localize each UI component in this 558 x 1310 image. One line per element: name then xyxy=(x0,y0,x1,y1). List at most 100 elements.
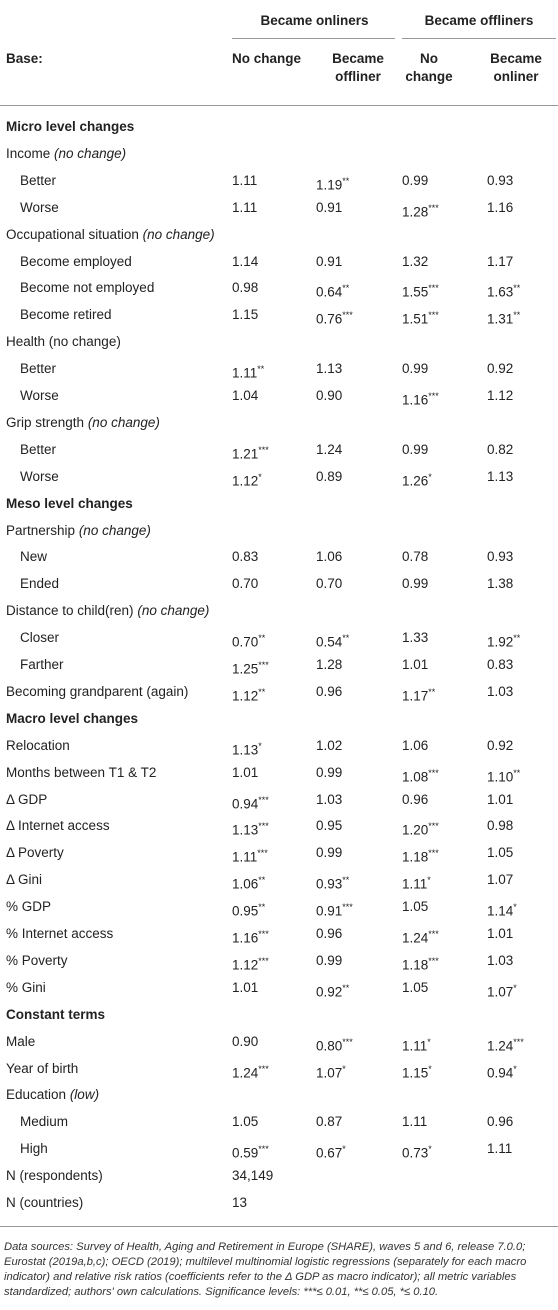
group-label: % Poverty xyxy=(6,952,68,970)
cell: 0.67* xyxy=(316,1144,346,1161)
row-label: Meso level changes xyxy=(6,495,133,511)
row-label: Worse xyxy=(20,199,59,215)
cell: 0.90 xyxy=(232,1033,259,1049)
item-label: Become not employed xyxy=(20,279,154,297)
cell: 1.05 xyxy=(402,899,429,915)
cell: 1.28 xyxy=(316,657,343,672)
cell: 1.11 xyxy=(232,172,258,188)
group-label: Year of birth xyxy=(6,1060,78,1078)
cell: 1.06 xyxy=(402,737,429,753)
cell: 0.93** xyxy=(316,875,350,892)
row-label: High xyxy=(20,1141,48,1157)
cell: 1.38 xyxy=(487,576,514,592)
cell: 0.90 xyxy=(316,388,343,403)
cell: 1.31** xyxy=(487,310,521,327)
cell: 1.21*** xyxy=(232,444,269,462)
cell: 34,149 xyxy=(232,1168,274,1184)
cell: 0.99 xyxy=(402,441,429,457)
cell: 1.13*** xyxy=(232,821,269,838)
item-label: Worse xyxy=(20,199,59,217)
row-note: (no change) xyxy=(87,414,160,430)
cell: 0.96 xyxy=(316,683,343,699)
row-label: Ended xyxy=(20,576,60,592)
row-label: Health (no change) xyxy=(6,334,121,350)
column-header: No change xyxy=(405,51,453,84)
cell: 0.93 xyxy=(487,172,514,188)
row-label: Relocation xyxy=(6,737,70,753)
row-label: Δ GDP xyxy=(6,791,48,807)
cell: 1.11* xyxy=(402,875,431,892)
row-label: Education xyxy=(6,1087,67,1103)
cell: 0.96 xyxy=(487,1114,514,1130)
group-label: Male xyxy=(6,1033,35,1051)
section-label: Macro level changes xyxy=(6,710,138,728)
row-label: Micro level changes xyxy=(6,119,135,134)
row-label: Better xyxy=(20,361,57,377)
cell: 1.18*** xyxy=(402,848,439,865)
group-label: Δ GDP xyxy=(6,791,47,809)
group-label: Months between T1 & T2 xyxy=(6,764,156,782)
cell: 1.10** xyxy=(487,767,521,785)
cell: 0.99 xyxy=(402,361,429,377)
cell: 0.91 xyxy=(316,253,343,269)
cell: 0.64** xyxy=(316,283,350,300)
cell: 1.16*** xyxy=(232,929,269,946)
cell: 0.99 xyxy=(316,764,343,780)
cell: 1.16 xyxy=(487,199,514,215)
row-label: Better xyxy=(20,172,57,188)
cell: 1.03 xyxy=(316,791,343,807)
row-label: % Poverty xyxy=(6,952,68,968)
row-label: Farther xyxy=(20,657,64,672)
group-label: Δ Poverty xyxy=(6,844,64,862)
group-label: % GDP xyxy=(6,898,51,916)
cell: 1.28*** xyxy=(402,202,439,220)
row-note: (no change) xyxy=(54,145,127,161)
row-label: Becoming grandparent (again) xyxy=(6,683,189,699)
cell: 1.26* xyxy=(402,471,432,489)
group-label: Education (low) xyxy=(6,1086,99,1104)
row-label: Constant terms xyxy=(6,1006,106,1022)
cell: 0.98 xyxy=(232,280,259,296)
cell: 0.83 xyxy=(232,549,259,565)
cell: 0.80*** xyxy=(316,1036,353,1054)
cell: 1.11*** xyxy=(232,848,268,865)
group-label: Occupational situation (no change) xyxy=(6,226,215,244)
cell: 1.11* xyxy=(402,1036,431,1054)
item-label: Closer xyxy=(20,629,59,647)
row-label: N (countries) xyxy=(6,1195,84,1210)
group-label: Distance to child(ren) (no change) xyxy=(6,602,209,620)
cell: 0.94*** xyxy=(232,794,269,812)
cell: 1.02 xyxy=(316,737,343,753)
row-label: Year of birth xyxy=(6,1060,79,1076)
group-label: % Internet access xyxy=(6,925,113,943)
cell: 13 xyxy=(232,1195,248,1210)
cell: 1.07* xyxy=(487,982,517,1000)
row-label: Grip strength xyxy=(6,414,85,430)
cell: 0.73* xyxy=(402,1144,432,1161)
item-label: Worse xyxy=(20,468,59,486)
section-label: Micro level changes xyxy=(6,118,134,136)
row-label: % GDP xyxy=(6,899,52,915)
row-label: Partnership xyxy=(6,522,76,538)
item-label: Better xyxy=(20,441,56,459)
cell: 1.20*** xyxy=(402,821,439,838)
cell: 1.01 xyxy=(487,926,514,941)
group-label: Relocation xyxy=(6,737,70,755)
cell: 1.51*** xyxy=(402,310,439,327)
cell: 1.32 xyxy=(402,253,429,269)
cell: 1.25*** xyxy=(232,660,269,677)
cell: 1.07 xyxy=(487,872,514,888)
column-header: Became offliner xyxy=(332,51,384,84)
cell: 1.24 xyxy=(316,441,343,457)
cell: 1.03 xyxy=(487,952,514,968)
cell: 0.82 xyxy=(487,441,514,457)
cell: 0.54** xyxy=(316,633,350,650)
row-note: (no change) xyxy=(142,226,215,242)
cell: 1.05 xyxy=(232,1114,259,1130)
row-label: Months between T1 & T2 xyxy=(6,764,157,780)
row-label: Macro level changes xyxy=(6,710,139,726)
group-label: Income (no change) xyxy=(6,145,126,163)
cell: 0.83 xyxy=(487,657,514,672)
cell: 0.94* xyxy=(487,1063,517,1081)
cell: 1.01 xyxy=(402,657,429,672)
